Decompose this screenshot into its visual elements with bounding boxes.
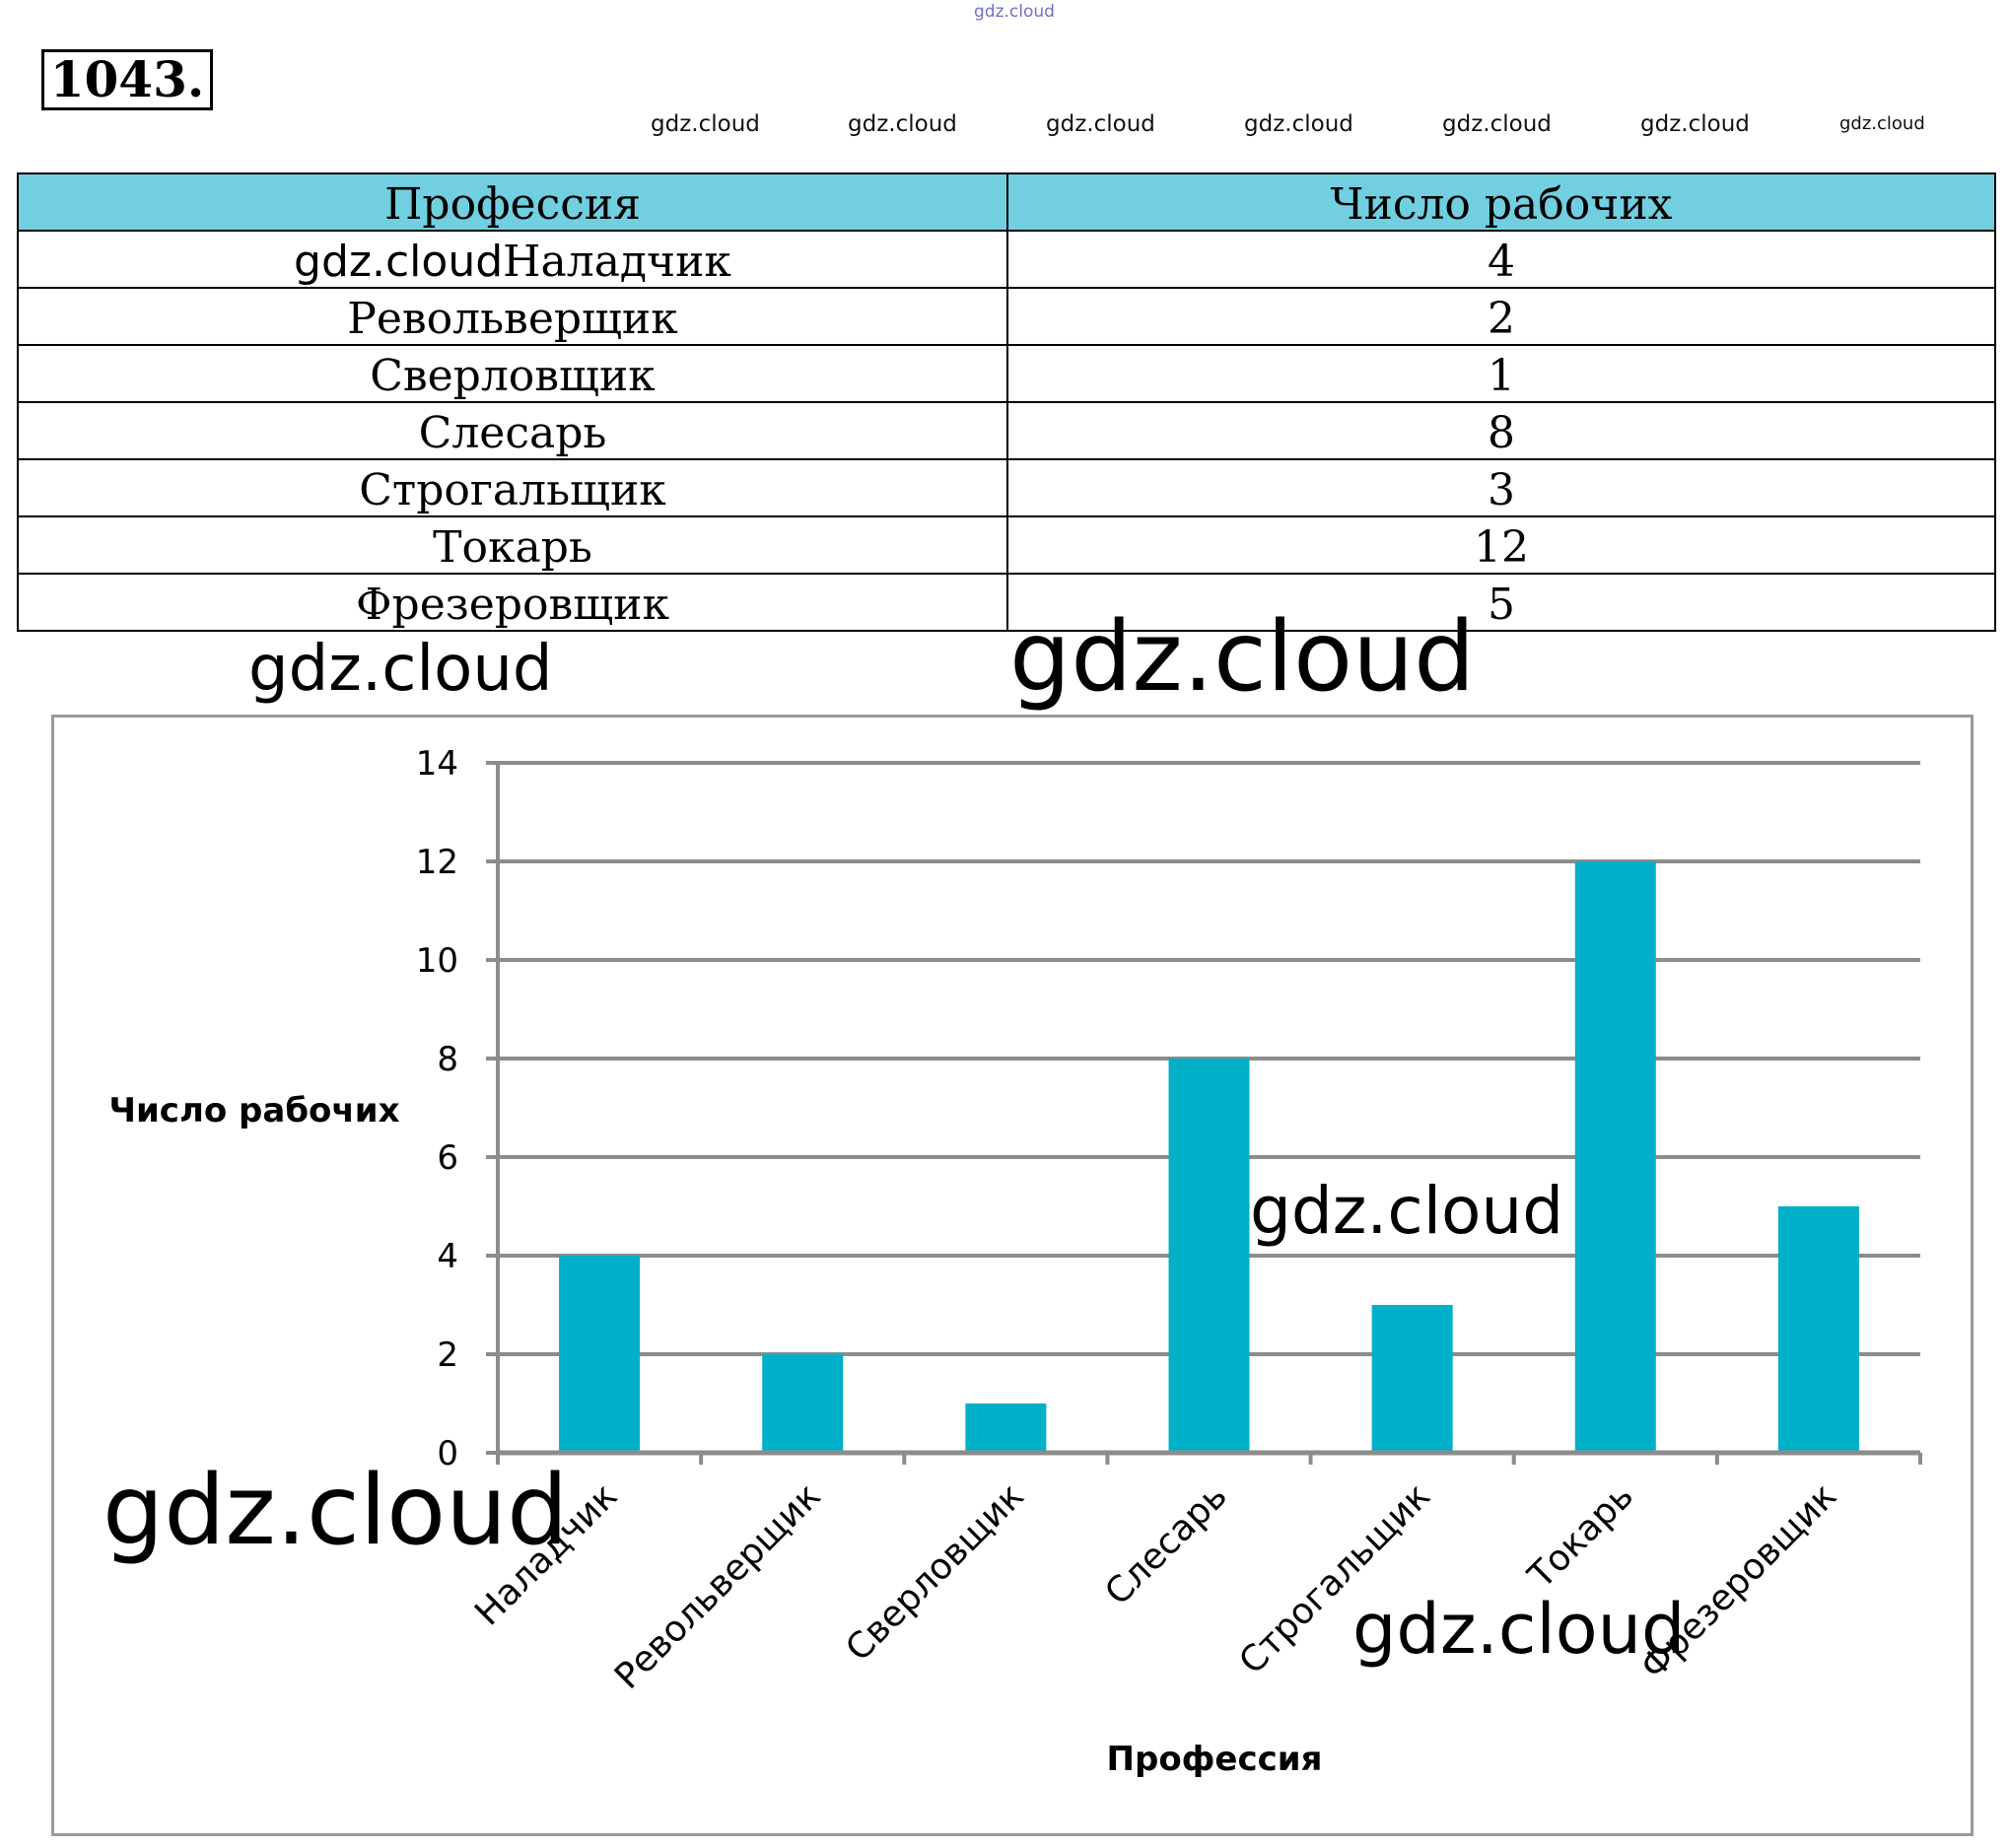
x-tick-label: Слесарь: [1097, 1475, 1234, 1612]
table-row: Токарь 12: [17, 515, 1996, 575]
workers-cell: 12: [1006, 515, 1996, 575]
profession-cell: Слесарь: [17, 401, 1008, 460]
workers-cell: 3: [1006, 458, 1996, 517]
x-tick-label: Сверловщик: [838, 1475, 1031, 1669]
profession-cell: Револьверщик: [17, 287, 1008, 346]
x-tick-label: Токарь: [1520, 1475, 1641, 1597]
table-row: Фрезеровщик 5: [17, 573, 1996, 632]
y-tick-label: 10: [416, 941, 458, 981]
watermark: gdz.cloud: [651, 111, 760, 137]
watermark: gdz.cloud: [1442, 111, 1552, 137]
x-axis-title: Профессия: [1107, 1740, 1323, 1779]
x-tick-label: Револьверщик: [607, 1475, 829, 1697]
table-row: Сверловщик 1: [17, 344, 1996, 403]
y-tick-label: 14: [416, 744, 458, 784]
y-tick-label: 0: [437, 1434, 458, 1473]
watermark: gdz.cloud: [1046, 111, 1155, 137]
table-header-row: Профессия Число рабочих: [17, 172, 1996, 232]
watermark-row: gdz.cloud gdz.cloud gdz.cloud gdz.cloud …: [0, 111, 2009, 141]
bar: [1777, 1206, 1859, 1453]
workers-cell: 8: [1006, 401, 1996, 460]
workers-cell: 4: [1006, 230, 1996, 289]
profession-cell: Сверловщик: [17, 344, 1008, 403]
profession-cell: gdz.cloudНаладчик: [17, 230, 1008, 289]
y-tick-label: 2: [437, 1335, 458, 1375]
workers-cell: 1: [1006, 344, 1996, 403]
workers-cell: 5: [1006, 573, 1996, 632]
watermark: gdz.cloud: [248, 633, 553, 706]
profession-name: Наладчик: [503, 237, 731, 287]
bars: [559, 861, 1859, 1453]
table-row: gdz.cloudНаладчик 4: [17, 230, 1996, 289]
bar: [1574, 861, 1656, 1453]
watermark: gdz.cloud: [294, 237, 504, 287]
top-watermark: gdz.cloud: [974, 2, 1055, 22]
workers-cell: 2: [1006, 287, 1996, 346]
problem-number: 1043.: [41, 49, 213, 110]
watermark: gdz.cloud: [1640, 111, 1750, 137]
bar: [559, 1256, 641, 1453]
table-row: Револьверщик 2: [17, 287, 1996, 346]
y-tick-label: 6: [437, 1138, 458, 1178]
table-row: Слесарь 8: [17, 401, 1996, 460]
bar: [965, 1403, 1047, 1453]
watermark: gdz.cloud: [1839, 113, 1925, 134]
y-tick-label: 8: [437, 1040, 458, 1079]
profession-cell: Токарь: [17, 515, 1008, 575]
watermark: gdz.cloud: [1352, 1589, 1686, 1670]
bar: [1371, 1305, 1453, 1453]
header-workers: Число рабочих: [1006, 172, 1996, 232]
watermark: gdz.cloud: [848, 111, 957, 137]
header-profession: Профессия: [17, 172, 1008, 232]
axes: [486, 761, 1922, 1465]
bar: [762, 1354, 844, 1453]
table-row: Строгальщик 3: [17, 458, 1996, 517]
y-tick-label: 12: [416, 843, 458, 882]
y-axis-title: Число рабочих: [108, 1091, 399, 1130]
profession-cell: Строгальщик: [17, 458, 1008, 517]
watermark: gdz.cloud: [1009, 601, 1476, 714]
profession-cell: Фрезеровщик: [17, 573, 1008, 632]
profession-table: Профессия Число рабочих gdz.cloudНаладчи…: [17, 172, 1996, 632]
watermark: gdz.cloud: [103, 1455, 569, 1567]
watermark: gdz.cloud: [1244, 111, 1353, 137]
y-tick-label: 4: [437, 1237, 458, 1276]
bar: [1168, 1059, 1250, 1453]
watermark: gdz.cloud: [1250, 1173, 1564, 1249]
